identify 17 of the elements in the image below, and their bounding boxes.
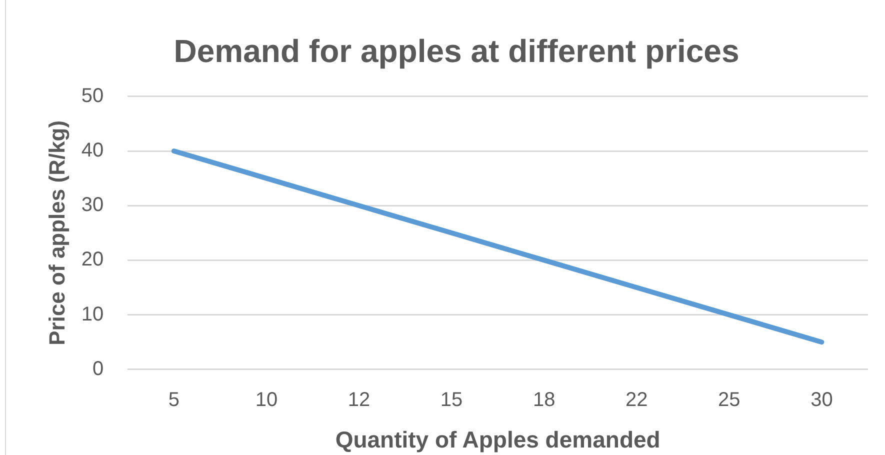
x-tick-label: 10 <box>255 388 278 411</box>
x-axis-title: Quantity of Apples demanded <box>335 426 660 453</box>
chart-title: Demand for apples at different prices <box>174 33 740 70</box>
y-tick-label: 40 <box>81 140 104 162</box>
x-tick-label: 18 <box>532 388 556 411</box>
y-tick-label: 10 <box>81 303 104 326</box>
y-axis-title: Price of apples (R/kg) <box>44 120 70 346</box>
x-tick-label: 25 <box>718 388 740 411</box>
x-tick-label: 15 <box>440 388 463 411</box>
y-tick-label: 20 <box>81 248 104 271</box>
x-tick-label: 30 <box>810 388 833 411</box>
y-tick-label: 50 <box>81 84 104 107</box>
x-tick-label: 5 <box>168 388 180 411</box>
x-tick-label: 22 <box>626 388 648 411</box>
x-tick-label: 12 <box>348 388 370 411</box>
y-tick-label: 0 <box>92 358 104 380</box>
y-tick-label: 30 <box>81 194 104 216</box>
